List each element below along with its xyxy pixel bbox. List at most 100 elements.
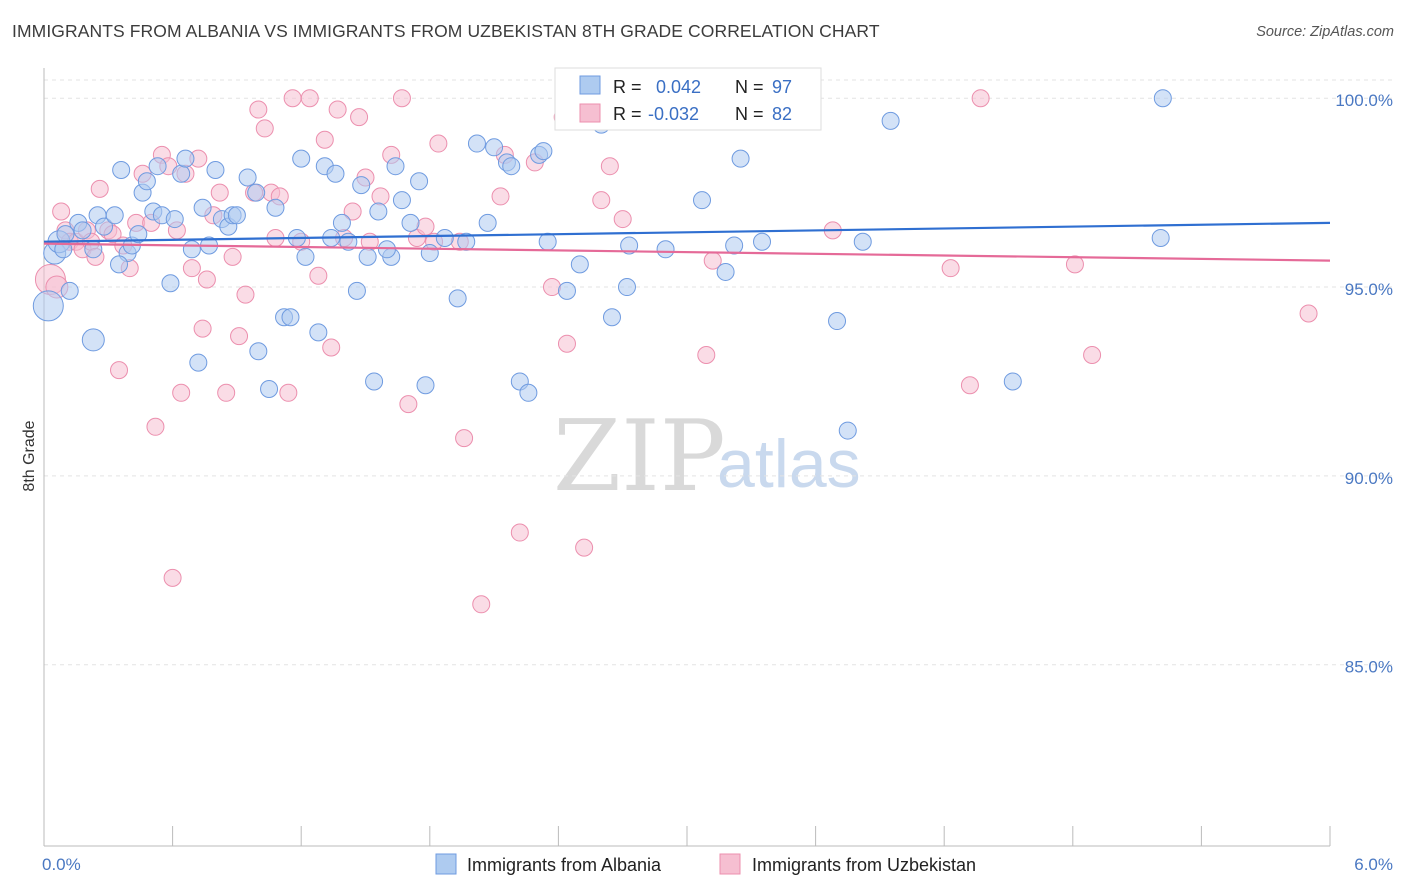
point-albania: [105, 206, 124, 225]
point-albania: [478, 213, 497, 232]
stats-n-label-uzbekistan: N =: [735, 104, 764, 124]
stats-swatch-uzbekistan: [579, 103, 601, 123]
point-albania: [369, 202, 388, 221]
point-uzbekistan: [328, 100, 347, 119]
point-albania: [260, 380, 279, 399]
point-uzbekistan: [182, 259, 201, 278]
point-uzbekistan: [283, 89, 302, 108]
point-uzbekistan: [343, 202, 362, 221]
point-albania: [716, 262, 735, 281]
point-albania: [193, 198, 212, 217]
point-albania: [1003, 372, 1022, 391]
point-uzbekistan: [193, 319, 212, 338]
stats-swatch-albania: [579, 75, 601, 95]
gridlines: [44, 79, 1393, 666]
point-albania: [227, 206, 246, 225]
stats-n-value-uzbekistan: 82: [772, 104, 792, 124]
point-albania: [731, 149, 750, 168]
point-albania: [161, 274, 180, 293]
point-albania: [247, 183, 266, 202]
point-albania: [502, 157, 521, 176]
point-uzbekistan: [300, 89, 319, 108]
point-uzbekistan: [230, 327, 249, 346]
point-uzbekistan: [592, 191, 611, 210]
point-albania: [148, 157, 167, 176]
point-albania: [519, 383, 538, 402]
point-albania: [60, 281, 79, 300]
point-albania: [110, 255, 129, 274]
point-albania: [189, 353, 208, 372]
point-albania: [538, 232, 557, 251]
point-uzbekistan: [399, 395, 418, 414]
point-albania: [206, 160, 225, 179]
point-uzbekistan: [416, 217, 435, 236]
point-uzbekistan: [52, 202, 71, 221]
point-albania: [853, 232, 872, 251]
point-albania: [881, 111, 900, 130]
point-uzbekistan: [1083, 346, 1102, 365]
point-albania: [602, 308, 621, 327]
point-uzbekistan: [279, 383, 298, 402]
stats-r-value-albania: 0.042: [656, 77, 701, 97]
point-uzbekistan: [315, 130, 334, 149]
watermark-zip: ZIP: [553, 400, 726, 514]
point-albania: [693, 191, 712, 210]
point-albania: [617, 278, 636, 297]
source-label: Source: ZipAtlas.com: [1256, 24, 1394, 40]
point-uzbekistan: [350, 108, 369, 127]
point-uzbekistan: [960, 376, 979, 395]
point-albania: [137, 172, 156, 191]
point-albania: [420, 244, 439, 263]
point-albania: [172, 164, 191, 183]
point-uzbekistan: [472, 595, 491, 614]
point-albania: [570, 255, 589, 274]
point-albania: [32, 290, 64, 322]
point-albania: [326, 164, 345, 183]
y-tick-label: 95.0%: [1345, 280, 1393, 299]
point-albania: [467, 134, 486, 153]
point-albania: [557, 281, 576, 300]
point-uzbekistan: [210, 183, 229, 202]
point-uzbekistan: [697, 346, 716, 365]
point-albania: [838, 421, 857, 440]
point-uzbekistan: [255, 119, 274, 138]
point-uzbekistan: [971, 89, 990, 108]
legend-label-albania: Immigrants from Albania: [467, 855, 662, 875]
point-uzbekistan: [309, 266, 328, 285]
y-axis-tick-labels: 85.0% 90.0% 95.0% 100.0%: [1335, 91, 1393, 677]
point-uzbekistan: [557, 334, 576, 353]
point-uzbekistan: [941, 259, 960, 278]
point-albania: [352, 176, 371, 195]
point-albania: [296, 247, 315, 266]
point-albania: [1151, 228, 1170, 247]
point-uzbekistan: [510, 523, 529, 542]
point-albania: [448, 289, 467, 308]
point-albania: [73, 221, 92, 240]
point-albania: [392, 191, 411, 210]
point-albania: [1153, 89, 1172, 108]
x-axis-ticks: [43, 826, 1331, 846]
y-tick-label: 90.0%: [1345, 469, 1393, 488]
point-albania: [401, 213, 420, 232]
point-uzbekistan: [542, 278, 561, 297]
point-albania: [416, 376, 435, 395]
stats-r-label-uzbekistan: R =: [613, 104, 642, 124]
stats-n-label-albania: N =: [735, 77, 764, 97]
point-albania: [725, 236, 744, 255]
point-albania: [165, 210, 184, 229]
point-albania: [129, 225, 148, 244]
point-albania: [534, 142, 553, 161]
point-uzbekistan: [236, 285, 255, 304]
legend-label-uzbekistan: Immigrants from Uzbekistan: [752, 855, 976, 875]
point-albania: [828, 312, 847, 331]
point-albania: [656, 240, 675, 259]
point-albania: [753, 232, 772, 251]
point-uzbekistan: [429, 134, 448, 153]
chart-title: IMMIGRANTS FROM ALBANIA VS IMMIGRANTS FR…: [12, 21, 880, 41]
legend: Immigrants from Albania Immigrants from …: [435, 853, 976, 875]
y-axis-label: 8th Grade: [21, 420, 38, 491]
point-uzbekistan: [491, 187, 510, 206]
point-uzbekistan: [371, 187, 390, 206]
point-albania: [332, 213, 351, 232]
point-uzbekistan: [163, 568, 182, 587]
